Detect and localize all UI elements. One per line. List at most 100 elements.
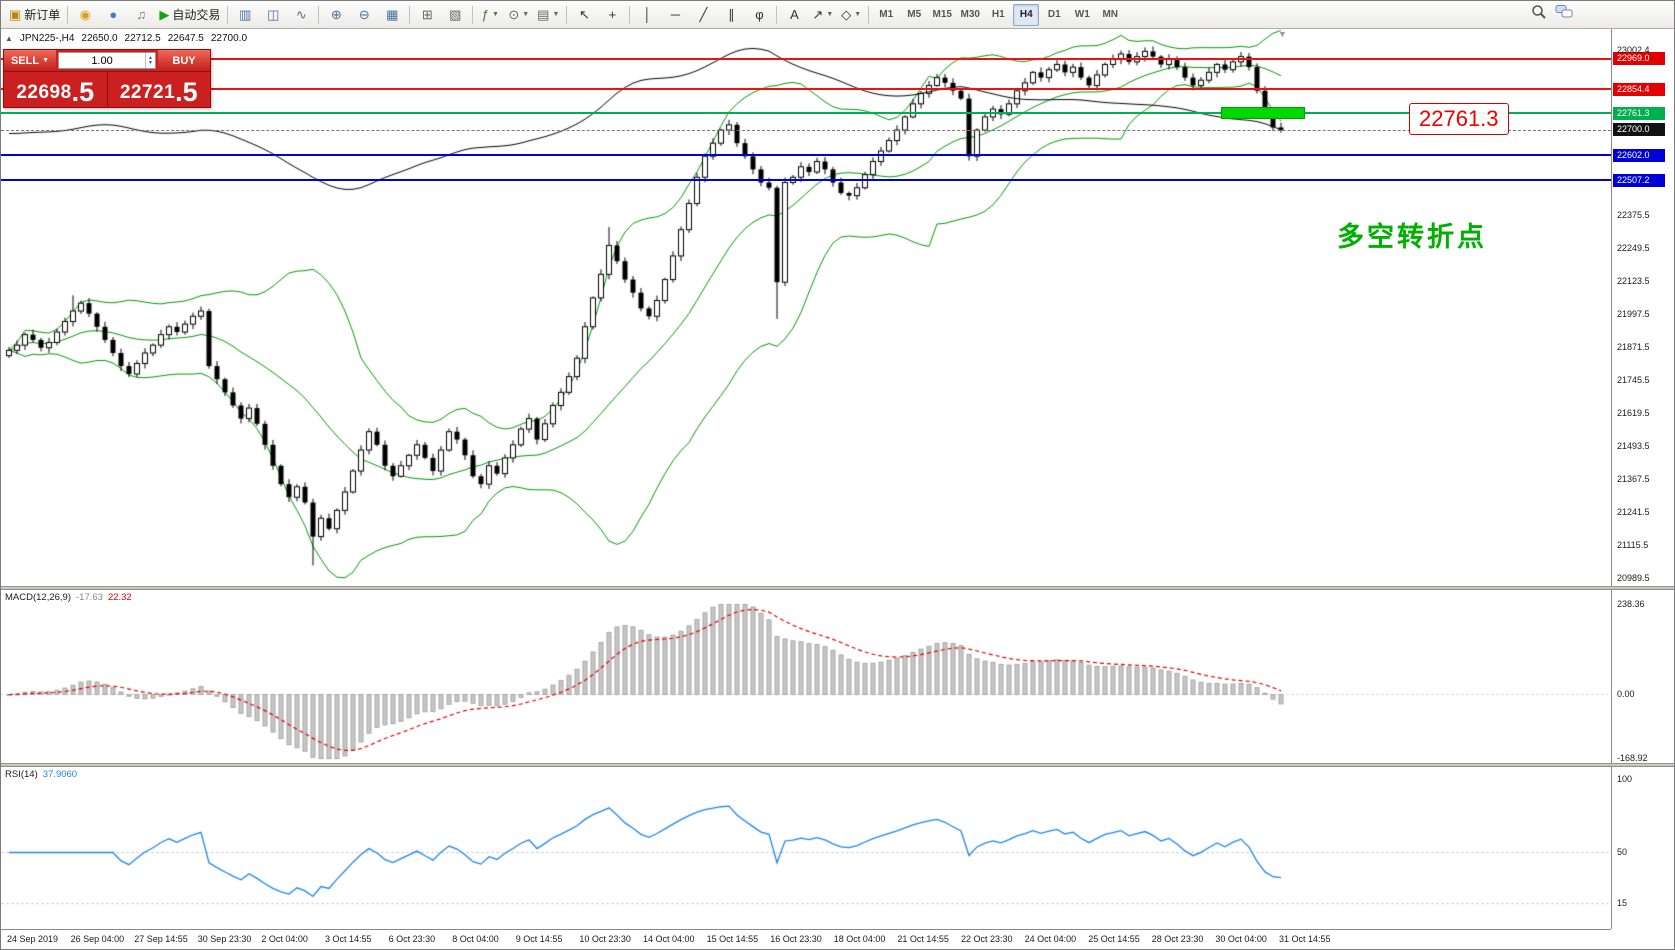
price-axis-label: 21115.5: [1617, 540, 1649, 551]
rsi-value: 37.9060: [42, 769, 78, 780]
macd-axis-label: 0.00: [1617, 689, 1635, 699]
price-axis-label: 21241.5: [1617, 507, 1650, 518]
sell-price[interactable]: 22698.5: [16, 77, 95, 108]
arrows-icon[interactable]: ↗ ▼: [808, 3, 837, 27]
profiles-icon: ▧: [449, 7, 462, 22]
rsi-canvas[interactable]: [1, 767, 1611, 929]
channel-icon[interactable]: ∥: [717, 3, 745, 27]
time-axis-label: 22 Oct 23:30: [961, 934, 1013, 944]
timeframe-h4[interactable]: H4: [1013, 3, 1040, 26]
chart-shift-marker-icon[interactable]: ▼: [1278, 29, 1287, 39]
profile-icon[interactable]: ●: [99, 3, 127, 27]
shapes-icon[interactable]: ◇ ▼: [837, 3, 865, 27]
tile-windows-icon[interactable]: ⊞: [413, 3, 441, 27]
current-price-box: 22700.0: [1613, 123, 1665, 137]
timeframe-w1[interactable]: W1: [1074, 9, 1090, 20]
trendline-icon[interactable]: ╱: [689, 3, 717, 27]
price-axis[interactable]: 22969.0 22854.4 22761.3 22602.0 22507.2 22700…: [1611, 29, 1674, 586]
zoom-out-icon[interactable]: ⊖: [350, 3, 378, 27]
time-axis[interactable]: 24 Sep 2019 26 Sep 04:00 27 Sep 14:55 30 Se…: [1, 929, 1611, 949]
cursor-icon[interactable]: ↖: [570, 3, 598, 27]
hline-22507.2[interactable]: [1, 179, 1611, 182]
gold-coins-icon: ◉: [79, 7, 91, 22]
toolbar: ▣ 新订单 ◉ ● ♫ ▶ 自动交易 ▥ ◫ ∿ ⊕ ⊖ ▦ ⊞ ▧ ƒ ▼ ⊙ ▼ ▤ ▼ ↖ + │ ─ ╱ ∥ φ A ↗ ▼ ◇ ▼ M…: [1, 1, 1674, 29]
chevron-down-icon: ▼: [854, 11, 862, 18]
new-order-button[interactable]: ▣ 新订单: [9, 7, 61, 22]
fibonacci-icon[interactable]: φ: [745, 3, 773, 27]
time-axis-label: 31 Oct 14:55: [1279, 934, 1331, 944]
highlight-bar[interactable]: [1221, 107, 1305, 120]
timeframe-m5[interactable]: M5: [907, 9, 922, 20]
sell-button[interactable]: SELL ▼: [4, 50, 56, 71]
price-axis-label: 21493.5: [1617, 441, 1650, 451]
volume-stepper[interactable]: ▲ ▼: [145, 53, 155, 68]
collapse-trade-panel-icon[interactable]: ▲: [5, 34, 13, 43]
hline-22602.0[interactable]: [1, 154, 1611, 157]
line-chart-icon[interactable]: ∿: [287, 3, 315, 27]
chat-icon[interactable]: [1555, 4, 1574, 25]
signals-icon[interactable]: ♫: [127, 3, 155, 27]
buy-button[interactable]: BUY: [158, 50, 210, 71]
price-callout[interactable]: 22761.3: [1409, 103, 1509, 135]
vertical-line-icon[interactable]: │: [633, 3, 661, 27]
chart-note-text: 多空转折点: [1337, 222, 1487, 252]
time-axis-label: 14 Oct 04:00: [643, 934, 695, 944]
ohlc-low: 22647.5: [167, 33, 204, 44]
text-icon[interactable]: A: [780, 3, 808, 27]
chevron-down-icon: ▼: [826, 11, 834, 18]
grid-icon: ▦: [386, 7, 399, 22]
search-icon[interactable]: [1531, 4, 1547, 25]
rsi-axis-label: 15: [1617, 898, 1628, 909]
trendline-icon: ╱: [699, 7, 708, 22]
macd-axis[interactable]: 238.36 0.00 -168.92: [1611, 590, 1674, 763]
hline-22854.4[interactable]: [1, 88, 1611, 91]
bar-chart-icon[interactable]: ▥: [231, 3, 259, 27]
time-axis-label: 15 Oct 14:55: [706, 934, 759, 944]
grid-icon[interactable]: ▦: [378, 3, 406, 27]
buy-button-label: BUY: [172, 54, 196, 67]
horizontal-line-icon[interactable]: ─: [661, 3, 689, 27]
volume-input[interactable]: [59, 53, 146, 68]
periods-icon[interactable]: ⊙ ▼: [504, 3, 533, 27]
panel-separator[interactable]: [1, 763, 1674, 767]
candlestick-icon[interactable]: ◫: [259, 3, 287, 27]
arrows-icon: ↗: [812, 7, 824, 22]
macd-canvas[interactable]: [1, 590, 1611, 763]
time-axis-label: 26 Sep 04:00: [70, 934, 125, 944]
panel-separator[interactable]: [1, 586, 1674, 590]
main-chart-canvas[interactable]: [1, 29, 1611, 586]
crosshair-icon[interactable]: +: [598, 3, 626, 27]
axis-price-box: 22969.0: [1613, 52, 1665, 66]
chevron-down-icon: ▼: [42, 57, 50, 64]
auto-trading-button[interactable]: ▶ 自动交易: [159, 7, 221, 22]
timeframe-m30[interactable]: M30: [960, 9, 980, 20]
timeframe-mn[interactable]: MN: [1102, 9, 1119, 20]
crosshair-icon: +: [608, 7, 617, 22]
timeframe-h1[interactable]: H1: [991, 9, 1005, 20]
price-axis-label: 21619.5: [1617, 407, 1650, 418]
buy-price[interactable]: 22721.5: [106, 72, 211, 107]
line-chart-icon: ∿: [295, 7, 307, 22]
time-axis-label: 21 Oct 14:55: [897, 934, 949, 944]
toolbar-separator: [409, 5, 411, 24]
templates-icon[interactable]: ▤ ▼: [533, 3, 563, 27]
timeframe-d1[interactable]: D1: [1047, 9, 1061, 20]
profiles-icon[interactable]: ▧: [441, 3, 469, 27]
timeframe-m1[interactable]: M1: [879, 9, 894, 20]
zoom-in-icon[interactable]: ⊕: [322, 3, 350, 27]
auto-trading-button: ▶: [159, 7, 170, 22]
chart-title: ▲ JPN225-,H4 22650.0 22712.5 22647.5 227…: [5, 33, 247, 44]
gold-coins-icon[interactable]: ◉: [71, 3, 99, 27]
bar-chart-icon: ▥: [239, 7, 252, 22]
hline-22969.0[interactable]: [1, 57, 1611, 60]
price-axis-label: 23002.4: [1617, 45, 1650, 56]
ohlc-open: 22650.0: [81, 33, 118, 44]
rsi-axis[interactable]: 100 50 15: [1611, 767, 1674, 929]
indicators-icon[interactable]: ƒ ▼: [476, 3, 504, 27]
symbol-period-label: JPN225-,H4: [19, 33, 75, 44]
hline-22761.3[interactable]: [1, 112, 1611, 115]
timeframe-m15[interactable]: M15: [932, 9, 952, 20]
ohlc-close: 22700.0: [210, 33, 248, 44]
price-axis-label: 22375.5: [1617, 209, 1650, 220]
price-axis-label: 21745.5: [1617, 374, 1650, 385]
